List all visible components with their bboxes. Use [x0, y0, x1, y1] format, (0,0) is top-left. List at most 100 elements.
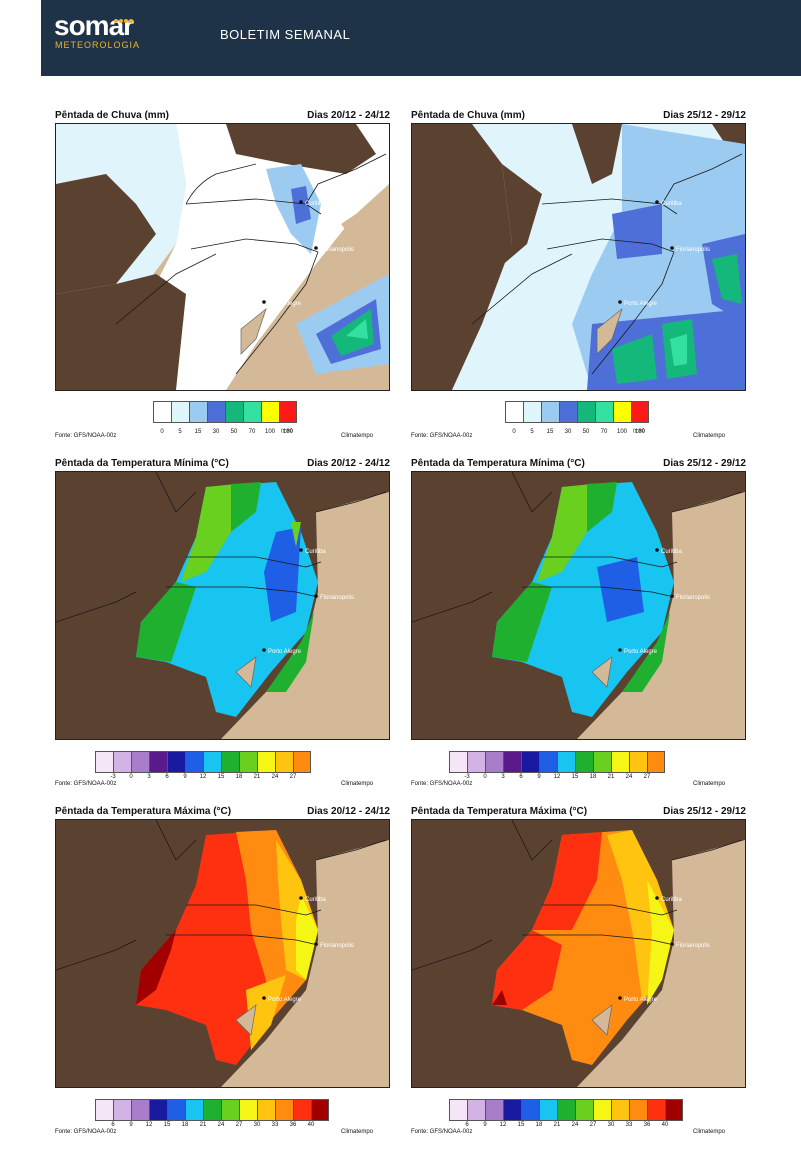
legend-swatch — [611, 751, 629, 773]
legend-swatch — [503, 1099, 521, 1121]
legend-tick-label: 27 — [589, 1122, 597, 1128]
legend-swatch — [503, 751, 521, 773]
legend-swatch — [243, 401, 261, 423]
legend-tick-label: 5 — [530, 429, 534, 435]
max-temp-map: Curitiba Florianopolis Porto Alegre — [411, 819, 746, 1088]
legend-tick-label: -3 — [464, 774, 470, 780]
city-label-florianopolis: Florianopolis — [676, 595, 710, 601]
legend-swatch — [221, 1099, 239, 1121]
max-temp-legend — [449, 1099, 683, 1121]
legend-tick-label: 30 — [564, 429, 572, 435]
legend-tick-label: 12 — [199, 774, 207, 780]
legend-swatch — [539, 1099, 557, 1121]
legend-swatch — [593, 751, 611, 773]
panel-title: Pêntada da Temperatura Máxima (°C) — [55, 806, 232, 817]
legend-tick-label: 15 — [217, 774, 225, 780]
max-temp-map: Curitiba Florianopolis Porto Alegre — [55, 819, 390, 1088]
legend-tick-label: 100 — [616, 429, 628, 435]
legend-swatch — [613, 401, 631, 423]
legend-tick-label: 24 — [571, 1122, 579, 1128]
legend-tick-label: -3 — [110, 774, 116, 780]
legend-tick-label: 15 — [546, 429, 554, 435]
legend-swatch — [485, 1099, 503, 1121]
min-temp-legend — [95, 751, 311, 773]
legend-swatch — [467, 1099, 485, 1121]
legend-swatch — [467, 751, 485, 773]
max-temp-legend — [95, 1099, 329, 1121]
panel-title: Pêntada da Temperatura Mínima (°C) — [55, 458, 229, 469]
legend-tick-label: 27 — [235, 1122, 243, 1128]
city-label-florianopolis: Florianopolis — [320, 943, 354, 949]
legend-swatch — [149, 1099, 167, 1121]
legend-tick-label: 70 — [248, 429, 256, 435]
city-label-porto-alegre: Porto Alegre — [268, 649, 302, 655]
legend-swatch — [261, 401, 279, 423]
source-label: Fonte: GFS/NOAA-00z — [55, 433, 117, 439]
legend-tick-label: 6 — [519, 774, 523, 780]
bulletin-title: BOLETIM SEMANAL — [220, 27, 351, 42]
legend-swatch — [167, 1099, 185, 1121]
legend-tick-label: 15 — [163, 1122, 171, 1128]
legend-swatch — [207, 401, 225, 423]
legend-tick-label: 21 — [253, 774, 261, 780]
legend-tick-label: 24 — [271, 774, 279, 780]
legend-swatch — [203, 1099, 221, 1121]
legend-swatch — [647, 751, 665, 773]
legend-swatch — [225, 401, 243, 423]
legend-swatch — [665, 1099, 683, 1121]
legend-tick-label: 40 — [661, 1122, 669, 1128]
legend-swatch — [521, 751, 539, 773]
legend-swatch — [239, 751, 257, 773]
legend-tick-label: 27 — [643, 774, 651, 780]
legend-swatch — [629, 751, 647, 773]
legend-swatch — [95, 751, 113, 773]
city-label-porto-alegre: Porto Alegre — [624, 997, 658, 1003]
rain-legend — [153, 401, 297, 423]
legend-tick-label: 33 — [271, 1122, 279, 1128]
legend-tick-label: 27 — [289, 774, 297, 780]
legend-tick-label: 0 — [129, 774, 133, 780]
credit-label: Climatempo — [341, 1129, 374, 1135]
legend-tick-label: 130 — [282, 429, 294, 435]
panel-dates: Dias 20/12 - 24/12 — [307, 110, 390, 121]
legend-tick-label: 33 — [625, 1122, 633, 1128]
legend-tick-label: 40 — [307, 1122, 315, 1128]
legend-tick-label: 3 — [147, 774, 151, 780]
legend-tick-label: 12 — [553, 774, 561, 780]
credit-label: Climatempo — [341, 433, 374, 439]
legend-swatch — [131, 751, 149, 773]
legend-tick-label: 0 — [160, 429, 164, 435]
rain-legend — [505, 401, 649, 423]
min-temp-map: Curitiba Florianopolis Porto Alegre — [55, 471, 390, 740]
legend-tick-label: 18 — [589, 774, 597, 780]
legend-swatch — [203, 751, 221, 773]
legend-tick-label: 15 — [517, 1122, 525, 1128]
rain-unit: (mm) — [281, 428, 293, 434]
legend-swatch — [629, 1099, 647, 1121]
legend-swatch — [631, 401, 649, 423]
legend-swatch — [131, 1099, 149, 1121]
source-label: Fonte: GFS/NOAA-00z — [411, 433, 473, 439]
legend-swatch — [293, 1099, 311, 1121]
legend-swatch — [257, 1099, 275, 1121]
panel-dates: Dias 20/12 - 24/12 — [307, 806, 390, 817]
legend-tick-label: 21 — [199, 1122, 207, 1128]
legend-swatch — [113, 751, 131, 773]
legend-swatch — [311, 1099, 329, 1121]
legend-swatch — [275, 751, 293, 773]
legend-tick-label: 24 — [217, 1122, 225, 1128]
rain-map: Curitiba Florianopolis Porto Alegre — [411, 123, 746, 391]
legend-swatch — [171, 401, 189, 423]
city-label-porto-alegre: Porto Alegre — [624, 301, 658, 307]
legend-tick-label: 6 — [111, 1122, 115, 1128]
min-temp-map: Curitiba Florianopolis Porto Alegre — [411, 471, 746, 740]
panel-dates: Dias 25/12 - 29/12 — [663, 110, 746, 121]
source-label: Fonte: GFS/NOAA-00z — [55, 1129, 117, 1135]
somar-logo: somar — [54, 10, 134, 41]
city-label-porto-alegre: Porto Alegre — [268, 301, 302, 307]
source-label: Fonte: GFS/NOAA-00z — [55, 781, 117, 787]
legend-tick-label: 15 — [194, 429, 202, 435]
legend-tick-label: 15 — [571, 774, 579, 780]
legend-tick-label: 9 — [537, 774, 541, 780]
legend-tick-label: 30 — [607, 1122, 615, 1128]
